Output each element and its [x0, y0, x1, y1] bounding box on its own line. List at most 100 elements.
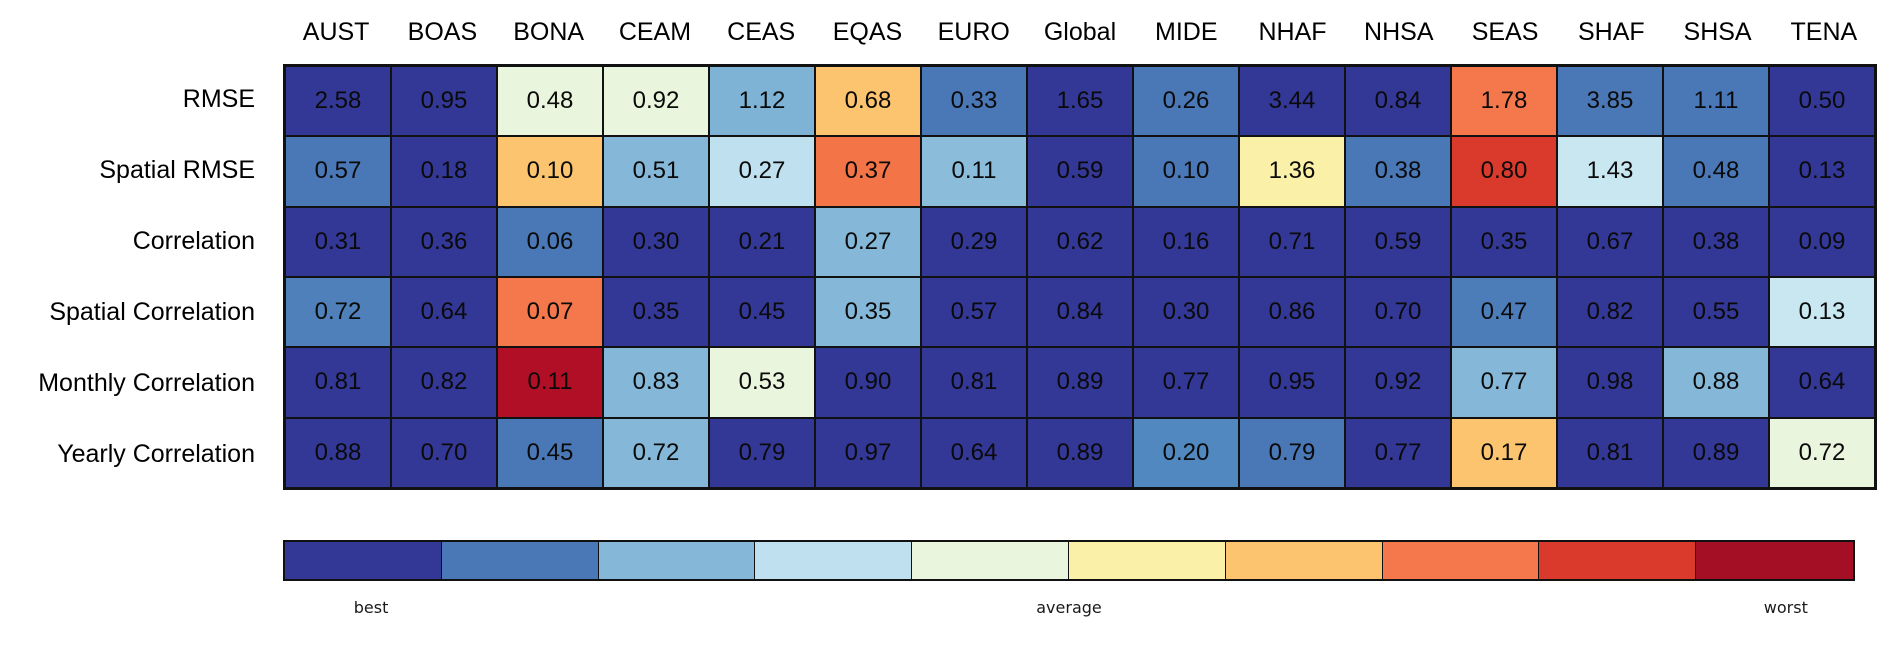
heatmap-cell: 0.72: [603, 417, 709, 488]
heatmap-cell: 0.89: [1027, 417, 1133, 488]
heatmap-cell: 3.44: [1239, 66, 1345, 137]
heatmap-cell: 0.57: [285, 136, 391, 207]
colorbar-segment-2: [598, 542, 756, 579]
heatmap-cell: 0.47: [1451, 277, 1557, 348]
heatmap-cell: 0.62: [1027, 206, 1133, 277]
heatmap-cell: 0.35: [815, 277, 921, 348]
column-header-mide: MIDE: [1155, 17, 1218, 46]
column-header-euro: EURO: [937, 17, 1010, 46]
heatmap-cell: 0.92: [1345, 347, 1451, 418]
heatmap-cell: 0.11: [921, 136, 1027, 207]
heatmap-cell: 0.82: [391, 347, 497, 418]
colorbar-segment-0: [285, 542, 442, 579]
heatmap-cell: 0.13: [1769, 136, 1875, 207]
column-header-bona: BONA: [513, 17, 585, 46]
heatmap-cell: 1.65: [1027, 66, 1133, 137]
heatmap-cell: 0.89: [1027, 347, 1133, 418]
column-header-shsa: SHSA: [1683, 17, 1752, 46]
heatmap-cell: 0.84: [1027, 277, 1133, 348]
heatmap-cell: 1.36: [1239, 136, 1345, 207]
column-header-shaf: SHAF: [1577, 17, 1645, 46]
heatmap-cell: 0.68: [815, 66, 921, 137]
column-header-nhaf: NHAF: [1258, 17, 1327, 46]
heatmap-cell: 0.10: [497, 136, 603, 207]
heatmap-cell: 0.64: [921, 417, 1027, 488]
column-header-global: Global: [1043, 17, 1117, 46]
heatmap-cell: 0.26: [1133, 66, 1239, 137]
heatmap-cell: 0.57: [921, 277, 1027, 348]
heatmap-cell: 0.72: [1769, 417, 1875, 488]
heatmap-cell: 0.06: [497, 206, 603, 277]
heatmap-cell: 0.95: [1239, 347, 1345, 418]
heatmap-cell: 0.29: [921, 206, 1027, 277]
heatmap-cell: 0.48: [1663, 136, 1769, 207]
colorbar-label-average: average: [1036, 598, 1102, 617]
heatmap-cell: 0.70: [1345, 277, 1451, 348]
heatmap-cell: 0.88: [1663, 347, 1769, 418]
heatmap-cell: 0.72: [285, 277, 391, 348]
row-label-rmse: RMSE: [182, 85, 255, 113]
heatmap-cell: 1.11: [1663, 66, 1769, 137]
heatmap-cell: 0.37: [815, 136, 921, 207]
heatmap-cell: 0.09: [1769, 206, 1875, 277]
row-label-yearly-correlation: Yearly Correlation: [57, 440, 255, 468]
column-header-aust: AUST: [302, 17, 370, 46]
heatmap-cell: 0.35: [603, 277, 709, 348]
colorbar-label-best: best: [353, 598, 389, 617]
heatmap-cell: 1.43: [1557, 136, 1663, 207]
heatmap-cell: 0.80: [1451, 136, 1557, 207]
heatmap-cell: 2.58: [285, 66, 391, 137]
column-headers: AUST BOAS BONA CEAM CEAS EQAS EURO Global MIDE NH…: [283, 0, 1877, 64]
heatmap-cell: 0.90: [815, 347, 921, 418]
heatmap-cell: 0.83: [603, 347, 709, 418]
heatmap-cell: 0.38: [1663, 206, 1769, 277]
heatmap-cell: 0.55: [1663, 277, 1769, 348]
heatmap-cell: 0.82: [1557, 277, 1663, 348]
heatmap-cell: 0.45: [497, 417, 603, 488]
row-label-spatial-rmse: Spatial RMSE: [99, 156, 255, 184]
heatmap-grid: 2.58 0.95 0.48 0.92 1.12 0.68 0.33 1.65 0.26 3.44…: [283, 64, 1877, 490]
column-header-tena: TENA: [1790, 17, 1858, 46]
heatmap-cell: 0.45: [709, 277, 815, 348]
heatmap-cell: 0.70: [391, 417, 497, 488]
heatmap-cell: 0.79: [709, 417, 815, 488]
colorbar-segment-7: [1382, 542, 1540, 579]
heatmap-cell: 0.33: [921, 66, 1027, 137]
colorbar-label-worst: worst: [1763, 598, 1808, 617]
column-header-ceas: CEAS: [727, 17, 796, 46]
heatmap-cell: 0.17: [1451, 417, 1557, 488]
column-header-ceam: CEAM: [618, 17, 692, 46]
row-labels: RMSE Spatial RMSE Correlation Spatial Corre…: [0, 64, 269, 490]
heatmap-cell: 0.77: [1133, 347, 1239, 418]
heatmap-cell: 0.13: [1769, 277, 1875, 348]
heatmap-cell: 0.67: [1557, 206, 1663, 277]
heatmap-cell: 0.31: [285, 206, 391, 277]
heatmap-cell: 0.95: [391, 66, 497, 137]
heatmap-cell: 0.88: [285, 417, 391, 488]
heatmap-cell: 0.53: [709, 347, 815, 418]
heatmap-cell: 0.30: [1133, 277, 1239, 348]
colorbar-segment-3: [755, 542, 913, 579]
heatmap-cell: 0.64: [391, 277, 497, 348]
colorbar-labels: best average worst: [283, 598, 1855, 622]
heatmap-cell: 0.50: [1769, 66, 1875, 137]
heatmap-cell: 0.77: [1345, 417, 1451, 488]
column-header-seas: SEAS: [1471, 17, 1539, 46]
heatmap-cell: 0.27: [815, 206, 921, 277]
heatmap-cell: 0.30: [603, 206, 709, 277]
heatmap-cell: 0.11: [497, 347, 603, 418]
heatmap-cell: 0.51: [603, 136, 709, 207]
heatmap-cell: 0.20: [1133, 417, 1239, 488]
heatmap-cell: 0.38: [1345, 136, 1451, 207]
heatmap-cell: 0.86: [1239, 277, 1345, 348]
heatmap-cell: 0.81: [285, 347, 391, 418]
heatmap-cell: 0.98: [1557, 347, 1663, 418]
column-header-eqas: EQAS: [832, 17, 903, 46]
heatmap-cell: 0.27: [709, 136, 815, 207]
heatmap-cell: 0.77: [1451, 347, 1557, 418]
colorbar-segment-5: [1069, 542, 1226, 579]
heatmap-cell: 0.71: [1239, 206, 1345, 277]
heatmap-cell: 0.07: [497, 277, 603, 348]
heatmap-cell: 0.59: [1345, 206, 1451, 277]
